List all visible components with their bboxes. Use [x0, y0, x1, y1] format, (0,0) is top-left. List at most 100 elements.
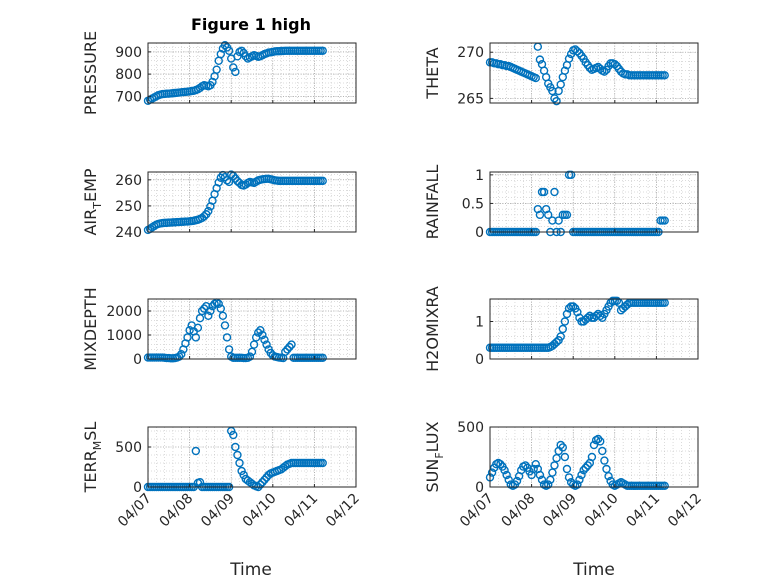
data-point [241, 52, 250, 61]
data-point [558, 443, 567, 452]
data-point [487, 468, 497, 477]
data-point [556, 440, 565, 450]
data-point [231, 67, 240, 77]
data-point [573, 47, 582, 56]
data-point [504, 475, 513, 484]
data-point [231, 442, 240, 452]
data-point [229, 430, 238, 440]
data-point [202, 302, 211, 311]
data-point [222, 333, 232, 342]
data-point [218, 311, 228, 320]
y-axis-label: SUNFLUX [423, 421, 446, 492]
data-point [575, 475, 584, 484]
y-label-main: RAINFALL [423, 165, 442, 240]
y-tick-label: 270 [457, 45, 484, 61]
data-point [585, 311, 595, 321]
data-point [602, 464, 611, 474]
y-label-tail: EMP [81, 168, 100, 202]
y-tick-label: 0 [133, 480, 142, 496]
plot-area [490, 427, 698, 487]
data-point [174, 352, 184, 361]
data-point [262, 340, 271, 349]
data-point [589, 440, 599, 450]
data-point [660, 71, 669, 80]
data-point [206, 306, 215, 316]
data-point [233, 450, 242, 460]
data-point [260, 475, 269, 484]
data-point [593, 434, 603, 444]
y-tick-label: 0 [475, 225, 484, 241]
plot-area [148, 427, 356, 487]
data-point [535, 470, 545, 480]
y-tick-label: 800 [115, 67, 142, 83]
data-point [550, 461, 559, 470]
y-label-tail: LUX [423, 421, 442, 452]
data-point [596, 437, 605, 446]
data-point [537, 475, 547, 484]
data-point [585, 63, 595, 73]
data-point [583, 461, 592, 470]
data-point [185, 326, 194, 335]
axes-box [489, 42, 699, 104]
data-point [548, 468, 557, 477]
data-point [224, 46, 234, 55]
data-point [191, 446, 201, 456]
data-point [258, 478, 267, 487]
data-point [318, 353, 327, 362]
data-point [264, 470, 273, 480]
y-tick-label: 900 [115, 45, 142, 61]
data-point [281, 462, 290, 471]
data-point [502, 470, 511, 480]
plot-area [148, 299, 356, 359]
y-axis-label: PRESSURE [81, 31, 100, 115]
y-label-tail: SL [81, 422, 100, 441]
data-point [535, 210, 545, 220]
data-point [287, 340, 296, 349]
x-axis-label-right: Time [572, 560, 615, 580]
data-point [193, 323, 203, 332]
data-point [531, 73, 540, 83]
data-point [552, 454, 561, 463]
y-label-main: PRESSURE [81, 31, 100, 115]
data-point [235, 458, 244, 468]
data-point [596, 311, 605, 321]
data-point [566, 170, 576, 180]
data-point [220, 41, 230, 50]
data-point [583, 313, 592, 322]
data-point [544, 210, 553, 220]
data-point [581, 463, 590, 472]
axes-box [489, 426, 699, 488]
y-label-main: SUN [423, 459, 442, 493]
data-point [183, 333, 192, 342]
y-tick-label: 265 [457, 91, 484, 107]
data-point [199, 212, 209, 221]
y-tick-label: 1 [475, 168, 484, 184]
data-point [660, 481, 669, 490]
subplot-1: 700 800 900 PRESSURE [81, 31, 357, 115]
data-point [600, 67, 609, 76]
axes-box [147, 42, 357, 104]
y-tick-label: 2000 [106, 304, 142, 320]
data-point [554, 216, 563, 225]
data-point [214, 178, 223, 187]
data-point [496, 460, 505, 469]
data-point [197, 306, 207, 316]
data-point [544, 480, 553, 489]
data-point [245, 352, 255, 361]
data-point [239, 470, 248, 480]
data-point [546, 475, 555, 484]
data-point [535, 55, 545, 64]
y-tick-label: 250 [115, 199, 142, 215]
y-label-subscript: T [91, 202, 104, 210]
y-tick-label: 500 [457, 420, 484, 436]
data-point [208, 77, 217, 87]
data-point [224, 177, 234, 187]
y-label-subscript: M [91, 441, 104, 451]
data-point [539, 187, 549, 197]
y-tick-label: 240 [115, 225, 142, 241]
data-point [560, 66, 570, 75]
data-point [191, 333, 201, 342]
y-tick-label: 700 [115, 89, 142, 105]
data-point [552, 96, 561, 106]
data-point [283, 345, 292, 354]
